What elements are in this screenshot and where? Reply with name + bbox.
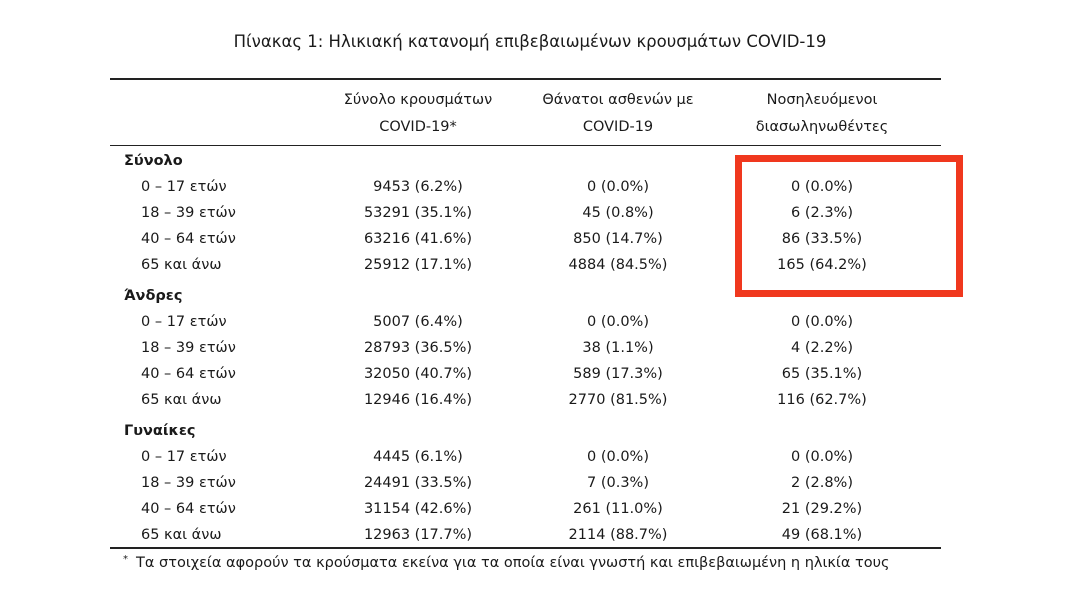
cell: 5007 (6.4%) [373,313,463,330]
row-label: 0 – 17 ετών [141,178,227,195]
row-label: 40 – 64 ετών [141,500,236,517]
cell: 0 (0.0%) [791,313,853,330]
footnote: Τα στοιχεία αφορούν τα κρούσματα εκείνα … [136,555,890,571]
rule [110,547,941,549]
column-header: COVID-19 [582,119,654,135]
cell: 86 (33.5%) [781,230,863,247]
highlight-box [735,155,963,297]
column-header: Θάνατοι ασθενών με [542,92,694,108]
cell: 0 (0.0%) [791,178,853,195]
cell: 850 (14.7%) [573,230,663,247]
row-label: 65 και άνω [141,256,222,273]
row-label: 65 και άνω [141,391,222,408]
group-label: Γυναίκες [124,423,196,439]
cell: 2114 (88.7%) [568,526,668,543]
rule [110,145,941,146]
cell: 38 (1.1%) [582,339,654,356]
row-label: 0 – 17 ετών [141,448,227,465]
footnote-marker: * [123,554,128,565]
column-header: διασωληνωθέντες [755,119,889,135]
title: Πίνακας 1: Ηλικιακή κατανομή επιβεβαιωμέ… [233,32,827,51]
cell: 0 (0.0%) [587,313,649,330]
cell: 45 (0.8%) [582,204,654,221]
cell: 165 (64.2%) [777,256,867,273]
cell: 4 (2.2%) [791,339,853,356]
cell: 4445 (6.1%) [373,448,463,465]
row-label: 18 – 39 ετών [141,474,236,491]
column-header: COVID-19* [379,119,457,135]
rule [110,78,941,80]
cell: 21 (29.2%) [781,500,863,517]
cell: 53291 (35.1%) [363,204,473,221]
cell: 12946 (16.4%) [363,391,473,408]
row-label: 18 – 39 ετών [141,204,236,221]
cell: 32050 (40.7%) [363,365,473,382]
cell: 0 (0.0%) [587,448,649,465]
cell: 0 (0.0%) [587,178,649,195]
group-label: Σύνολο [124,153,183,169]
cell: 7 (0.3%) [587,474,649,491]
cell: 4884 (84.5%) [568,256,668,273]
row-label: 18 – 39 ετών [141,339,236,356]
cell: 24491 (33.5%) [363,474,473,491]
row-label: 0 – 17 ετών [141,313,227,330]
column-header: Νοσηλευόμενοι [766,92,878,108]
cell: 2 (2.8%) [791,474,853,491]
cell: 63216 (41.6%) [363,230,473,247]
group-label: Άνδρες [124,288,183,304]
cell: 31154 (42.6%) [363,500,473,517]
cell: 589 (17.3%) [573,365,663,382]
row-label: 40 – 64 ετών [141,230,236,247]
cell: 65 (35.1%) [781,365,863,382]
cell: 25912 (17.1%) [363,256,473,273]
cell: 6 (2.3%) [791,204,853,221]
cell: 116 (62.7%) [777,391,867,408]
row-label: 65 και άνω [141,526,222,543]
cell: 12963 (17.7%) [363,526,473,543]
cell: 49 (68.1%) [781,526,863,543]
column-header: Σύνολο κρουσμάτων [343,92,493,108]
cell: 0 (0.0%) [791,448,853,465]
cell: 9453 (6.2%) [373,178,463,195]
cell: 28793 (36.5%) [363,339,473,356]
cell: 261 (11.0%) [573,500,663,517]
cell: 2770 (81.5%) [568,391,668,408]
row-label: 40 – 64 ετών [141,365,236,382]
